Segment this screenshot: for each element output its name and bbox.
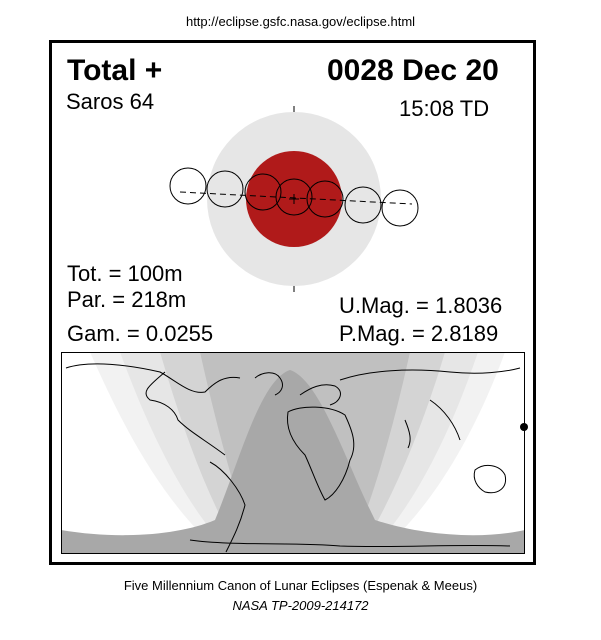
publication-credit: NASA TP-2009-214172 (232, 598, 369, 613)
africa-coast (286, 406, 355, 501)
greenland-coast (254, 372, 283, 396)
map-edge-marker (520, 423, 528, 431)
partial-duration: Par. = 218m (67, 287, 187, 312)
moon-path-line (179, 191, 413, 205)
source-url: http://eclipse.gsfc.nasa.gov/eclipse.htm… (185, 14, 416, 29)
asia-coast (339, 367, 521, 449)
canon-credit: Five Millennium Canon of Lunar Eclipses … (123, 578, 478, 593)
australia-coast (473, 464, 507, 494)
visibility-map (61, 352, 525, 554)
coastlines (65, 363, 521, 553)
moon-p4 (381, 189, 419, 227)
shadow-diagram (169, 106, 419, 292)
moon-p1 (169, 167, 207, 205)
saros-number: Saros 64 (66, 89, 155, 114)
eclipse-panel (49, 40, 536, 565)
total-visibility-zone (61, 370, 525, 554)
umbral-magnitude: U.Mag. = 1.8036 (339, 293, 503, 318)
eclipse-time: 15:08 TD (399, 96, 490, 121)
moon-u3 (306, 180, 344, 218)
europe-coast (299, 384, 341, 406)
south-america-coast (209, 461, 246, 553)
eclipse-date: 0028 Dec 20 (327, 54, 499, 87)
moon-u4 (344, 186, 382, 224)
gamma-value: Gam. = 0.0255 (67, 321, 214, 346)
north-america-coast (65, 363, 241, 456)
moon-u2 (244, 173, 282, 211)
eclipse-type: Total + (67, 54, 163, 87)
moon-u1 (206, 170, 244, 208)
antarctica-coast (189, 539, 511, 548)
total-duration: Tot. = 100m (67, 261, 183, 286)
moon-greatest (275, 178, 313, 216)
penumbral-magnitude: P.Mag. = 2.8189 (339, 321, 499, 346)
